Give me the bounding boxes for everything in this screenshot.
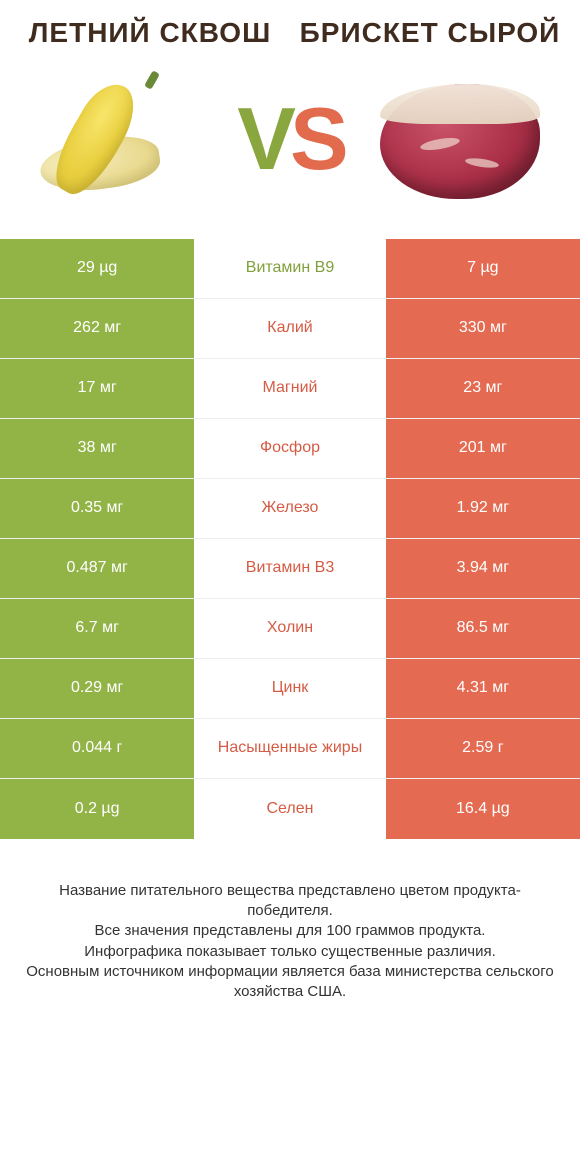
cell-label: Цинк bbox=[194, 659, 385, 718]
cell-label: Магний bbox=[194, 359, 385, 418]
table-row: 38 мгФосфор201 мг bbox=[0, 419, 580, 479]
cell-label: Фосфор bbox=[194, 419, 385, 478]
table-row: 6.7 мгХолин86.5 мг bbox=[0, 599, 580, 659]
cell-label: Калий bbox=[194, 299, 385, 358]
table-row: 0.35 мгЖелезо1.92 мг bbox=[0, 479, 580, 539]
cell-right: 4.31 мг bbox=[386, 659, 580, 718]
footnote-line: Название питательного вещества представл… bbox=[18, 881, 562, 922]
cell-left: 17 мг bbox=[0, 359, 194, 418]
vs-s: S bbox=[290, 88, 343, 190]
footnote-line: Инфографика показывает только существенн… bbox=[18, 942, 562, 962]
cell-label: Насыщенные жиры bbox=[194, 719, 385, 778]
cell-label: Селен bbox=[194, 779, 385, 839]
cell-right: 86.5 мг bbox=[386, 599, 580, 658]
footnotes: Название питательного вещества представл… bbox=[0, 839, 580, 1003]
footnote-line: Все значения представлены для 100 граммо… bbox=[18, 921, 562, 941]
cell-left: 0.2 µg bbox=[0, 779, 194, 839]
cell-right: 3.94 мг bbox=[386, 539, 580, 598]
cell-right: 201 мг bbox=[386, 419, 580, 478]
cell-right: 2.59 г bbox=[386, 719, 580, 778]
table-row: 0.487 мгВитамин B33.94 мг bbox=[0, 539, 580, 599]
cell-right: 16.4 µg bbox=[386, 779, 580, 839]
cell-left: 38 мг bbox=[0, 419, 194, 478]
cell-left: 29 µg bbox=[0, 239, 194, 298]
cell-right: 23 мг bbox=[386, 359, 580, 418]
vs-label: VS bbox=[237, 88, 342, 190]
cell-left: 0.35 мг bbox=[0, 479, 194, 538]
cell-right: 330 мг bbox=[386, 299, 580, 358]
image-left bbox=[20, 59, 220, 219]
header: ЛЕТНИЙ СКВОШ БРИСКЕТ СЫРОЙ bbox=[0, 0, 580, 49]
cell-label: Витамин B3 bbox=[194, 539, 385, 598]
brisket-icon bbox=[370, 64, 550, 214]
vs-v: V bbox=[237, 88, 290, 190]
cell-left: 0.044 г bbox=[0, 719, 194, 778]
comparison-table: 29 µgВитамин B97 µg262 мгКалий330 мг17 м… bbox=[0, 239, 580, 839]
image-right bbox=[360, 59, 560, 219]
table-row: 29 µgВитамин B97 µg bbox=[0, 239, 580, 299]
table-row: 262 мгКалий330 мг bbox=[0, 299, 580, 359]
title-left: ЛЕТНИЙ СКВОШ bbox=[10, 18, 290, 49]
footnote-line: Основным источником информации является … bbox=[18, 962, 562, 1003]
title-right: БРИСКЕТ СЫРОЙ bbox=[290, 18, 570, 49]
table-row: 0.2 µgСелен16.4 µg bbox=[0, 779, 580, 839]
table-row: 17 мгМагний23 мг bbox=[0, 359, 580, 419]
cell-label: Витамин B9 bbox=[194, 239, 385, 298]
images-row: VS bbox=[0, 49, 580, 239]
table-row: 0.29 мгЦинк4.31 мг bbox=[0, 659, 580, 719]
cell-right: 7 µg bbox=[386, 239, 580, 298]
cell-label: Холин bbox=[194, 599, 385, 658]
table-row: 0.044 гНасыщенные жиры2.59 г bbox=[0, 719, 580, 779]
cell-right: 1.92 мг bbox=[386, 479, 580, 538]
cell-left: 0.487 мг bbox=[0, 539, 194, 598]
cell-left: 6.7 мг bbox=[0, 599, 194, 658]
squash-icon bbox=[30, 69, 210, 209]
cell-left: 0.29 мг bbox=[0, 659, 194, 718]
cell-left: 262 мг bbox=[0, 299, 194, 358]
cell-label: Железо bbox=[194, 479, 385, 538]
